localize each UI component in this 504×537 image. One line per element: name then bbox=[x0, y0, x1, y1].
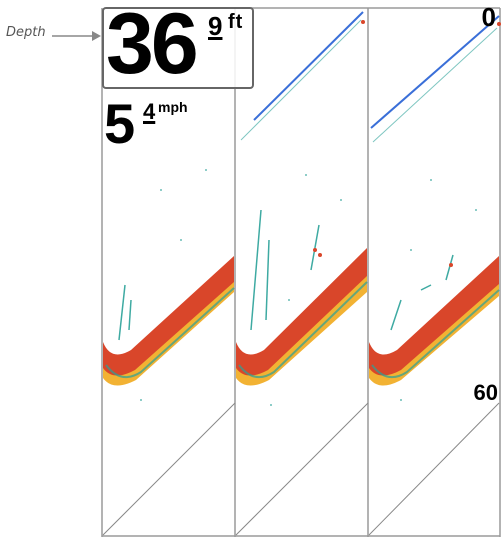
speed-whole: 5 bbox=[104, 92, 136, 155]
depth-callout-label: Depth bbox=[6, 25, 46, 40]
sonar-panel-borders bbox=[101, 7, 501, 537]
fish-marks bbox=[313, 20, 501, 267]
sonar-display bbox=[101, 0, 501, 537]
depth-readout: 36 9 ft bbox=[102, 1, 254, 89]
bottom-return-panel-3 bbox=[369, 256, 500, 386]
speed-unit: mph bbox=[158, 99, 188, 115]
depth-unit: ft bbox=[228, 11, 244, 33]
bottom-return-panel-1 bbox=[103, 256, 235, 386]
depth-scale-top: 0 bbox=[481, 2, 496, 32]
fish-returns bbox=[118, 209, 454, 341]
surface-lines bbox=[253, 11, 500, 129]
depth-scale-bottom: 60 bbox=[473, 380, 498, 405]
bottom-return-panel-2 bbox=[236, 248, 368, 386]
lower-diagonals bbox=[102, 402, 500, 536]
depth-whole: 36 bbox=[106, 0, 199, 92]
clutter-dots bbox=[140, 169, 477, 406]
callout-arrow-icon bbox=[52, 31, 101, 41]
depth-tenth: 9 bbox=[208, 11, 223, 41]
speed-tenth: 4 bbox=[143, 99, 156, 124]
